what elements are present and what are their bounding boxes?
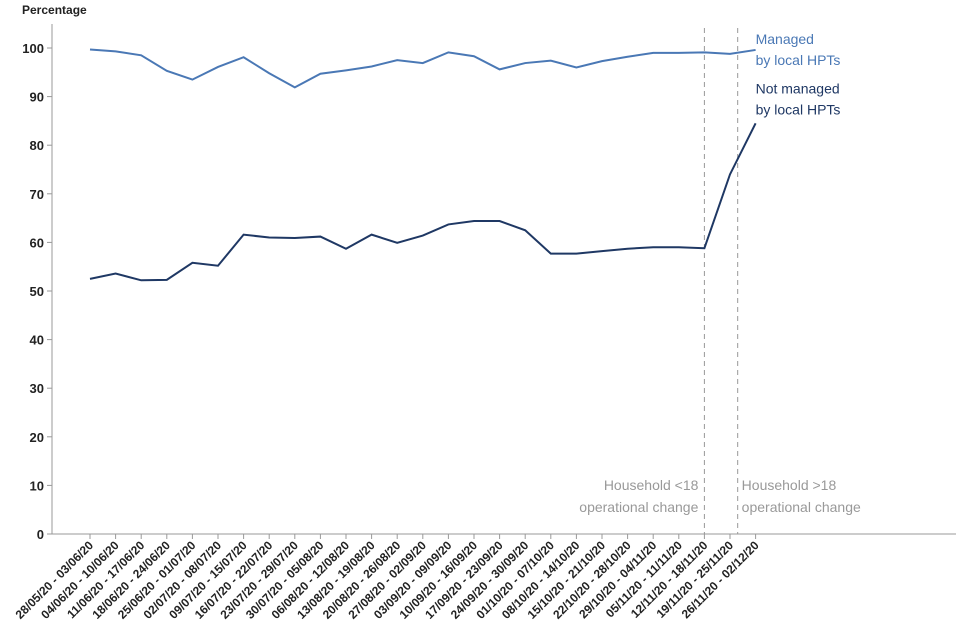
y-tick-label: 60 (30, 235, 44, 250)
series-label: by local HPTs (756, 101, 841, 117)
y-tick-label: 0 (37, 527, 44, 542)
annotation-text: operational change (742, 499, 861, 515)
series-line (89, 48, 756, 89)
annotation-text: operational change (579, 499, 698, 515)
annotation-text: Household <18 (604, 477, 699, 493)
series-label: Managed (756, 31, 814, 47)
y-tick-label: 90 (30, 90, 44, 105)
y-tick-label: 50 (30, 284, 44, 299)
y-tick-label: 40 (30, 333, 44, 348)
y-axis-title: Percentage (22, 3, 87, 17)
y-tick-label: 100 (22, 41, 44, 56)
y-tick-label: 10 (30, 478, 44, 493)
y-tick-label: 30 (30, 381, 44, 396)
series-label: Not managed (756, 80, 840, 96)
annotation-text: Household >18 (742, 477, 837, 493)
series-label: by local HPTs (756, 52, 841, 68)
y-tick-label: 80 (30, 138, 44, 153)
y-tick-label: 20 (30, 430, 44, 445)
y-tick-label: 70 (30, 187, 44, 202)
series-line (89, 122, 757, 282)
